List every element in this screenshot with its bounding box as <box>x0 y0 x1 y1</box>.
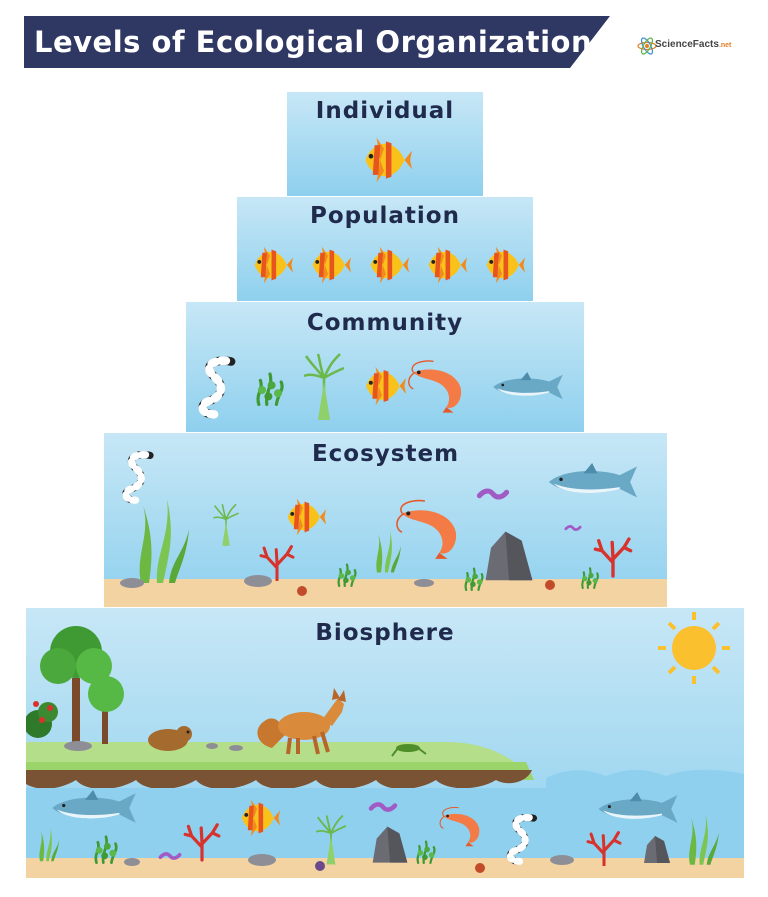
shrimp-icon <box>407 360 462 414</box>
shrimp-icon <box>396 499 457 560</box>
soil <box>26 770 532 789</box>
level-biosphere: Biosphere <box>26 608 744 878</box>
page-title: Levels of Ecological Organization <box>34 25 593 59</box>
level-ecosystem: Ecosystem <box>104 433 667 607</box>
bush-icon <box>26 701 58 738</box>
sun-icon <box>658 612 730 684</box>
sea <box>26 769 744 878</box>
shell <box>297 586 307 596</box>
shell <box>315 861 325 871</box>
seaweed-icon <box>256 372 285 406</box>
hydra-icon <box>212 503 240 547</box>
seaweed-icon <box>139 499 189 583</box>
sand-floor <box>104 579 667 607</box>
shark-icon <box>548 463 638 498</box>
tree-icon <box>88 676 124 744</box>
brand-suffix: .net <box>718 42 732 49</box>
shell <box>475 863 485 873</box>
coral-icon <box>593 537 633 578</box>
level-label: Community <box>306 310 464 336</box>
level-label: Population <box>310 203 460 229</box>
brand-name: ScienceFacts <box>655 39 719 50</box>
hydra-icon <box>304 352 344 422</box>
pebble <box>414 579 434 587</box>
level-community: Community <box>186 302 584 432</box>
angelfish-icon <box>486 246 525 284</box>
title-banner <box>24 16 610 68</box>
level-label: Individual <box>315 98 455 124</box>
rock-icon <box>485 531 533 581</box>
seaweed-icon <box>376 530 401 573</box>
fox-icon <box>257 688 346 755</box>
shell <box>545 580 555 590</box>
worm-icon <box>566 526 580 529</box>
brand-logo-text: ScienceFacts.net <box>655 39 731 50</box>
sea-snake-icon <box>203 361 232 415</box>
angelfish-icon <box>366 366 406 406</box>
angelfish-icon <box>365 137 412 183</box>
angelfish-icon <box>312 246 351 284</box>
angelfish-icon <box>254 246 293 284</box>
level-label: Ecosystem <box>311 441 460 467</box>
sea-snake-icon <box>126 455 150 501</box>
atom-logo-icon <box>637 37 657 55</box>
level-population: Population <box>237 197 533 301</box>
pebble <box>248 854 276 866</box>
pebble <box>64 741 92 751</box>
coral-icon <box>259 544 295 581</box>
angelfish-icon <box>370 246 409 284</box>
tree-icon <box>40 626 112 744</box>
pebble <box>229 745 243 751</box>
grasshopper-icon <box>391 744 427 757</box>
angelfish-icon <box>287 498 326 536</box>
pebble <box>244 575 272 587</box>
pebble <box>206 743 218 749</box>
level-individual: Individual <box>287 92 483 196</box>
pebble <box>124 858 140 866</box>
shark-icon <box>493 372 563 400</box>
pebble <box>120 578 144 588</box>
pebble <box>550 855 574 865</box>
worm-icon <box>479 491 506 497</box>
gopher-icon <box>148 726 192 751</box>
level-label: Biosphere <box>315 620 455 646</box>
angelfish-icon <box>428 246 467 284</box>
